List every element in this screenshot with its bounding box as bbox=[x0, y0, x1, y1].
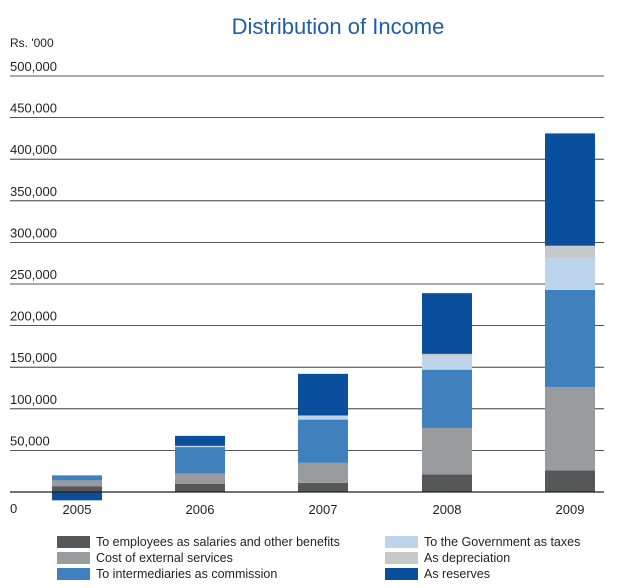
bar-segment bbox=[545, 133, 595, 246]
y-tick-label: 150,000 bbox=[10, 350, 57, 365]
x-axis-ticks: 2005 2006 2007 2008 2009 bbox=[63, 502, 585, 517]
y-tick-label: 350,000 bbox=[10, 184, 57, 199]
y-tick-label: 0 bbox=[10, 501, 17, 516]
bar-segment bbox=[52, 486, 102, 492]
legend-label: As depreciation bbox=[424, 551, 510, 565]
bar-segment bbox=[422, 353, 472, 357]
x-tick-label: 2005 bbox=[63, 502, 92, 517]
legend-swatch bbox=[385, 536, 418, 548]
y-tick-label: 400,000 bbox=[10, 142, 57, 157]
bar-segment bbox=[422, 474, 472, 492]
bar-segment bbox=[422, 356, 472, 370]
legend-swatch bbox=[385, 552, 418, 564]
y-tick-label: 500,000 bbox=[10, 59, 57, 74]
legend-label: To employees as salaries and other benef… bbox=[96, 535, 340, 549]
chart-title: Distribution of Income bbox=[232, 14, 445, 39]
bar-segment bbox=[422, 293, 472, 354]
bar-segment bbox=[545, 470, 595, 492]
y-tick-label: 250,000 bbox=[10, 267, 57, 282]
y-axis-ticks: 50,000 100,000 150,000 200,000 250,000 300,00… bbox=[10, 59, 57, 516]
gridlines bbox=[10, 75, 604, 451]
legend-swatch bbox=[57, 536, 90, 548]
bar-segment bbox=[422, 369, 472, 428]
y-axis-unit-label: Rs. '000 bbox=[10, 36, 54, 50]
bar-segment bbox=[545, 289, 595, 388]
bar-segment bbox=[175, 447, 225, 474]
y-tick-label: 300,000 bbox=[10, 225, 57, 240]
bar-segment bbox=[175, 473, 225, 484]
legend-label: As reserves bbox=[424, 567, 490, 581]
legend-swatch bbox=[385, 568, 418, 580]
bar-stacks bbox=[52, 133, 595, 501]
y-tick-label: 100,000 bbox=[10, 392, 57, 407]
bar-segment bbox=[175, 483, 225, 492]
bar-segment bbox=[298, 419, 348, 463]
y-tick-label: 450,000 bbox=[10, 101, 57, 116]
bar-segment bbox=[175, 435, 225, 446]
bar-segment bbox=[545, 258, 595, 290]
x-tick-label: 2006 bbox=[186, 502, 215, 517]
y-tick-label: 200,000 bbox=[10, 309, 57, 324]
bar-segment bbox=[52, 475, 102, 481]
x-tick-label: 2009 bbox=[556, 502, 585, 517]
bar-segment bbox=[52, 480, 102, 487]
bar-segment bbox=[298, 416, 348, 420]
legend-label: Cost of external services bbox=[96, 551, 233, 565]
x-tick-label: 2008 bbox=[433, 502, 462, 517]
legend-swatch bbox=[57, 552, 90, 564]
bar-segment bbox=[422, 427, 472, 475]
bar-segment bbox=[298, 373, 348, 416]
bar-segment bbox=[545, 387, 595, 471]
legend-swatch bbox=[57, 568, 90, 580]
legend-label: To intermediaries as commission bbox=[96, 567, 277, 581]
bar-segment bbox=[298, 462, 348, 483]
bar-segment bbox=[175, 446, 225, 448]
bar-segment bbox=[52, 492, 102, 501]
legend-label: To the Government as taxes bbox=[424, 535, 580, 549]
legend: To employees as salaries and other benef… bbox=[57, 535, 580, 581]
bar-segment bbox=[545, 245, 595, 259]
x-tick-label: 2007 bbox=[309, 502, 338, 517]
bar-segment bbox=[298, 482, 348, 492]
y-tick-label: 50,000 bbox=[10, 433, 50, 448]
bar-segment bbox=[298, 415, 348, 417]
